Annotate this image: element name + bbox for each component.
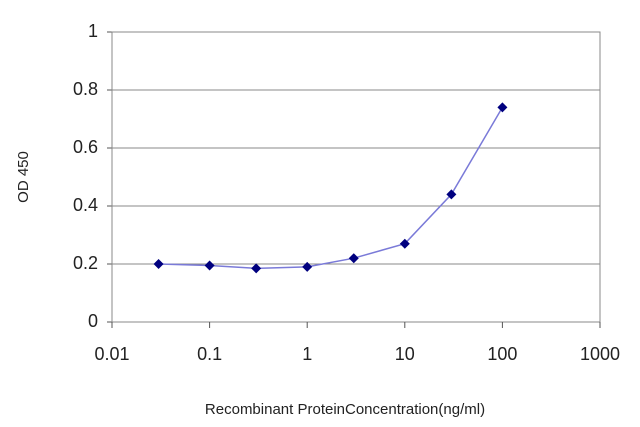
y-axis-label: OD 450 [15,151,32,203]
data-point [153,259,164,269]
y-tick-label: 1 [88,21,98,41]
y-tick-label: 0.2 [73,253,98,273]
y-tick-label: 0.6 [73,137,98,157]
y-tick-label: 0.8 [73,79,98,99]
x-axis-label: Recombinant ProteinConcentration(ng/ml) [205,401,485,418]
x-tick-label: 100 [487,344,517,364]
x-tick-label: 0.1 [197,344,222,364]
series-line [158,107,504,270]
data-point [302,261,313,272]
data-point [251,263,262,274]
x-tick-label: 10 [395,344,415,364]
y-tick-label: 0.4 [73,195,98,215]
data-point [348,253,359,264]
y-tick-label: 0 [88,311,98,331]
data-point [497,102,508,113]
data-point [399,238,410,249]
x-tick-label: 1000 [580,344,620,364]
data-point [446,189,457,200]
data-point [204,260,215,271]
plot-frame [111,31,601,323]
x-tick-label: 0.01 [94,344,129,364]
x-tick-label: 1 [302,344,312,364]
